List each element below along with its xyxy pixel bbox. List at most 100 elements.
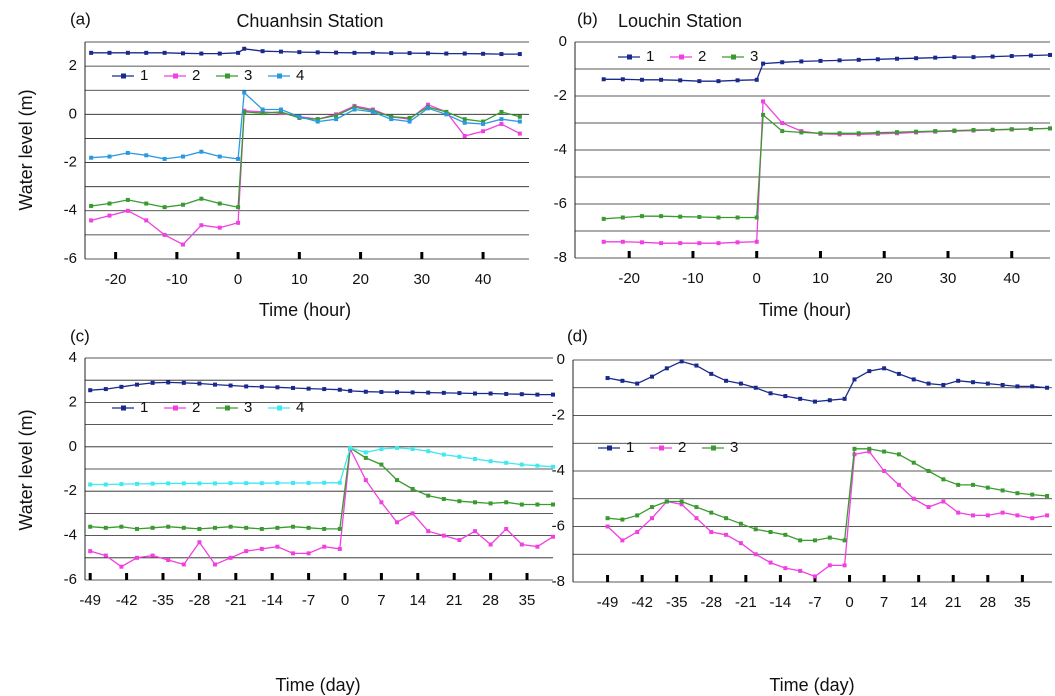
point-marker: [444, 109, 449, 114]
series-line: [90, 447, 554, 486]
point-marker: [911, 496, 916, 501]
point-marker: [444, 112, 449, 117]
point-marker: [135, 481, 139, 486]
point-marker: [716, 215, 721, 220]
point-marker: [410, 486, 415, 491]
point-marker: [337, 480, 342, 485]
point-marker: [499, 121, 504, 126]
point-marker: [352, 105, 357, 110]
point-marker: [135, 382, 139, 387]
point-marker: [535, 463, 540, 468]
point-marker: [395, 445, 399, 450]
point-marker: [244, 481, 249, 486]
point-marker: [1048, 126, 1052, 131]
point-marker: [107, 213, 112, 218]
point-marker: [260, 107, 265, 112]
point-marker: [735, 78, 740, 83]
point-marker: [753, 527, 758, 532]
point-marker: [89, 155, 94, 160]
point-marker: [535, 544, 540, 549]
point-marker: [488, 542, 493, 547]
legend-marker: [679, 54, 684, 60]
point-marker: [812, 399, 817, 404]
point-marker: [650, 516, 655, 521]
point-marker: [1028, 53, 1033, 58]
point-marker: [213, 525, 217, 530]
point-marker: [754, 77, 759, 82]
point-marker: [462, 51, 467, 56]
point-marker: [334, 50, 339, 55]
point-marker: [125, 208, 130, 213]
point-marker: [107, 201, 112, 206]
point-marker: [499, 117, 504, 122]
point-marker: [650, 374, 655, 379]
x-tick-label: 21: [945, 594, 962, 611]
y-axis-label: Water level (m): [16, 409, 36, 530]
series-line: [607, 450, 1048, 578]
x-tick-label: 20: [352, 271, 369, 288]
point-marker: [679, 359, 684, 364]
point-marker: [410, 511, 415, 516]
point-marker: [181, 525, 186, 530]
point-marker: [664, 366, 669, 371]
point-marker: [620, 215, 625, 220]
point-marker: [180, 242, 185, 247]
x-tick-label: 7: [880, 594, 888, 611]
point-marker: [199, 149, 204, 154]
point-marker: [780, 129, 785, 134]
point-marker: [1030, 384, 1035, 389]
legend-label: 2: [192, 67, 200, 84]
x-tick-label: 10: [291, 271, 308, 288]
point-marker: [818, 131, 823, 136]
point-marker: [605, 516, 610, 521]
point-marker: [724, 516, 729, 521]
legend-marker: [225, 405, 230, 411]
legend-marker: [173, 405, 178, 411]
point-marker: [426, 493, 431, 498]
point-marker: [213, 562, 217, 567]
x-tick-label: -7: [808, 594, 821, 611]
point-marker: [519, 502, 524, 507]
point-marker: [119, 524, 124, 529]
point-marker: [620, 538, 625, 543]
point-marker: [768, 530, 773, 535]
point-marker: [499, 109, 504, 114]
point-marker: [259, 384, 264, 389]
point-marker: [639, 214, 644, 219]
point-marker: [1009, 54, 1014, 59]
point-marker: [798, 568, 803, 573]
point-marker: [761, 99, 766, 104]
y-tick-label: 2: [69, 393, 77, 410]
point-marker: [827, 563, 832, 568]
series-line: [603, 54, 1051, 82]
point-marker: [260, 49, 265, 54]
point-marker: [911, 377, 916, 382]
point-marker: [519, 462, 524, 467]
point-marker: [926, 505, 931, 510]
point-marker: [499, 52, 504, 57]
point-marker: [228, 383, 233, 388]
point-marker: [694, 516, 699, 521]
point-marker: [306, 525, 311, 530]
y-tick-label: -4: [64, 527, 77, 544]
point-marker: [812, 538, 817, 543]
point-marker: [244, 384, 249, 389]
point-marker: [551, 502, 555, 507]
point-marker: [842, 538, 847, 543]
point-marker: [798, 538, 803, 543]
point-marker: [724, 378, 729, 383]
point-marker: [88, 388, 93, 393]
point-marker: [199, 51, 204, 56]
point-marker: [352, 50, 357, 55]
point-marker: [488, 501, 493, 506]
point-marker: [926, 469, 931, 473]
legend-label: 4: [296, 399, 304, 416]
point-marker: [724, 532, 729, 537]
point-marker: [260, 111, 265, 116]
point-marker: [842, 563, 847, 568]
point-marker: [1015, 491, 1020, 496]
chart-title: Louchin Station: [618, 11, 742, 31]
point-marker: [1028, 126, 1033, 131]
point-marker: [425, 102, 430, 107]
point-marker: [426, 529, 431, 534]
